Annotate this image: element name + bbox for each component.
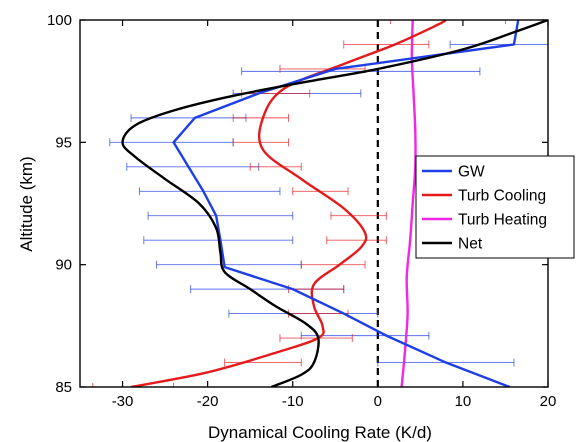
y-tick-label: 100 xyxy=(47,12,72,29)
x-axis-label: Dynamical Cooling Rate (K/d) xyxy=(208,423,432,442)
legend-label-gw: GW xyxy=(458,164,485,181)
legend: GW Turb Cooling Turb Heating Net xyxy=(415,155,575,259)
x-tick-label: -20 xyxy=(197,393,219,410)
y-tick-label: 85 xyxy=(55,379,72,396)
series-line-net xyxy=(121,20,548,387)
legend-label-turb-cooling: Turb Cooling xyxy=(458,188,546,205)
x-tick-label: 20 xyxy=(540,393,557,410)
x-tick-label: 0 xyxy=(374,393,382,410)
series-line-turb-heating xyxy=(400,20,417,387)
y-axis-label: Altitude (km) xyxy=(17,156,36,251)
series-line-gw xyxy=(172,20,520,387)
axes: -30 -20 -10 0 10 20 85 90 95 100 xyxy=(47,12,556,410)
series-line-turb-cooling xyxy=(130,20,447,387)
plot-clip-group xyxy=(92,20,548,387)
y-tick-label: 95 xyxy=(55,134,72,151)
legend-box xyxy=(415,155,575,259)
y-tick-label: 90 xyxy=(55,257,72,274)
x-tick-label: 10 xyxy=(455,393,472,410)
x-tick-label: -30 xyxy=(112,393,134,410)
legend-label-turb-heating: Turb Heating xyxy=(458,212,547,229)
x-tick-label: -10 xyxy=(282,393,304,410)
plot-area xyxy=(92,20,548,387)
legend-label-net: Net xyxy=(458,236,483,253)
